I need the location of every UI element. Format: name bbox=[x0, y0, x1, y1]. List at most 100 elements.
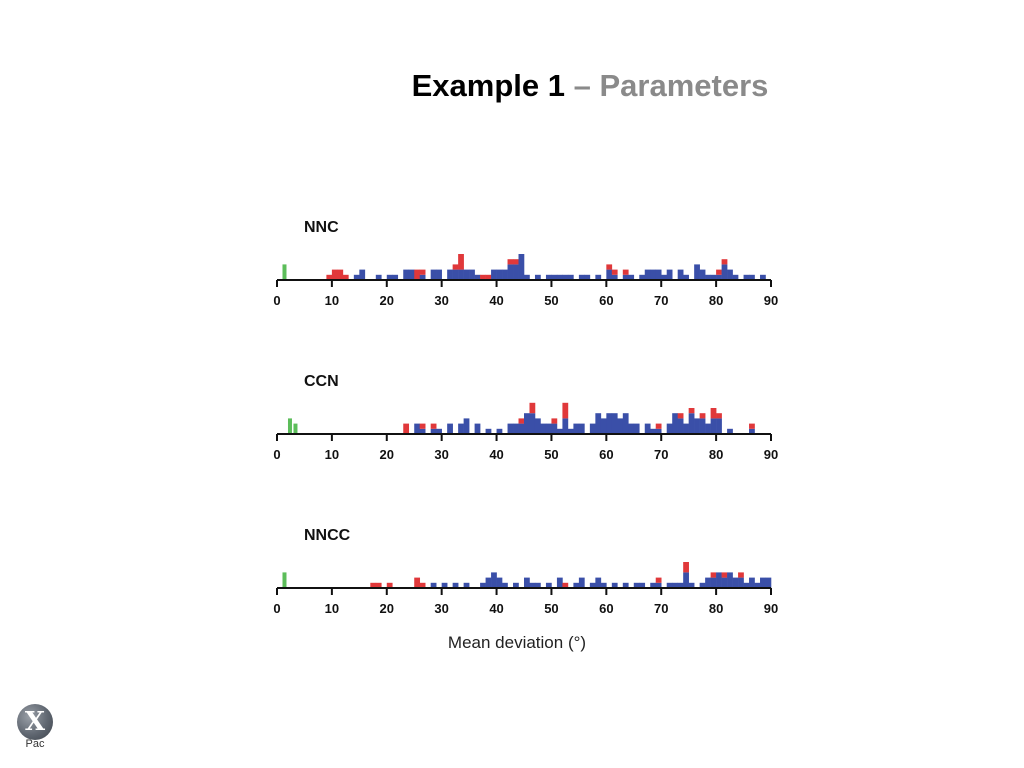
bar-red bbox=[721, 572, 728, 578]
bar-blue bbox=[705, 577, 711, 588]
x-tick-label: 90 bbox=[764, 601, 778, 616]
bar-red bbox=[419, 582, 426, 588]
bar-blue bbox=[540, 423, 547, 434]
bar-blue bbox=[683, 274, 689, 280]
bar-blue bbox=[567, 428, 574, 434]
bar-blue bbox=[491, 572, 497, 588]
bar-green bbox=[293, 423, 298, 434]
bar-blue bbox=[447, 423, 453, 434]
bar-blue bbox=[749, 274, 755, 280]
bar-red bbox=[485, 274, 492, 280]
bar-blue bbox=[749, 428, 755, 434]
bar-blue bbox=[534, 274, 541, 280]
x-tick-label: 50 bbox=[544, 293, 558, 308]
bar-blue bbox=[633, 582, 640, 588]
bar-blue bbox=[595, 577, 602, 588]
bar-blue bbox=[567, 274, 574, 280]
bar-blue bbox=[430, 428, 437, 434]
x-tick-label: 10 bbox=[325, 447, 339, 462]
bar-blue bbox=[672, 413, 678, 434]
bar-blue bbox=[600, 418, 607, 434]
bar-blue bbox=[683, 423, 689, 434]
x-tick-label: 70 bbox=[654, 293, 668, 308]
bar-red bbox=[331, 269, 338, 280]
bar-blue bbox=[655, 582, 662, 588]
x-tick-label: 40 bbox=[489, 293, 503, 308]
bar-blue bbox=[491, 269, 497, 280]
bar-red bbox=[458, 254, 464, 270]
bar-blue bbox=[655, 428, 662, 434]
bar-red bbox=[710, 408, 717, 419]
bar-blue bbox=[430, 269, 437, 280]
bar-green bbox=[287, 418, 292, 434]
bar-blue bbox=[633, 423, 640, 434]
bar-blue bbox=[458, 269, 464, 280]
bar-red bbox=[507, 259, 514, 265]
panel-title: CCN bbox=[304, 373, 339, 390]
bar-red bbox=[419, 423, 426, 429]
bar-blue bbox=[463, 582, 470, 588]
x-tick-label: 60 bbox=[599, 447, 613, 462]
bar-red bbox=[414, 269, 421, 280]
bar-red bbox=[688, 408, 695, 414]
bar-blue bbox=[518, 254, 525, 280]
bar-blue bbox=[353, 274, 360, 280]
bar-blue bbox=[611, 413, 618, 434]
bar-blue bbox=[496, 269, 503, 280]
bar-blue bbox=[578, 274, 585, 280]
bar-red bbox=[480, 274, 486, 280]
title-separator: – bbox=[573, 68, 591, 103]
bar-blue bbox=[749, 577, 755, 588]
bar-blue bbox=[386, 274, 393, 280]
bar-blue bbox=[650, 582, 657, 588]
bar-blue bbox=[688, 413, 695, 434]
bar-blue bbox=[545, 423, 552, 434]
bar-blue bbox=[545, 582, 552, 588]
title-subtitle: Parameters bbox=[599, 68, 769, 103]
bar-blue bbox=[628, 274, 635, 280]
bar-blue bbox=[688, 582, 695, 588]
bar-red bbox=[370, 582, 377, 588]
bar-red bbox=[562, 582, 569, 588]
x-tick-label: 30 bbox=[434, 293, 448, 308]
x-tick-label: 30 bbox=[434, 447, 448, 462]
bar-blue bbox=[677, 582, 684, 588]
bar-blue bbox=[683, 572, 689, 588]
bar-blue bbox=[705, 423, 711, 434]
bar-blue bbox=[359, 269, 366, 280]
x-tick-label: 90 bbox=[764, 293, 778, 308]
bar-blue bbox=[743, 274, 750, 280]
x-tick-label: 40 bbox=[489, 447, 503, 462]
bar-red bbox=[529, 402, 536, 414]
bar-red bbox=[386, 582, 393, 588]
bar-red bbox=[611, 269, 618, 275]
bar-red bbox=[606, 264, 613, 270]
bar-red bbox=[403, 423, 410, 434]
bar-blue bbox=[375, 274, 382, 280]
bar-blue bbox=[480, 582, 486, 588]
bar-red bbox=[326, 274, 333, 280]
bar-blue bbox=[622, 274, 629, 280]
bar-blue bbox=[644, 269, 651, 280]
bar-blue bbox=[485, 577, 492, 588]
bar-blue bbox=[760, 274, 766, 280]
bar-blue bbox=[699, 269, 706, 280]
bar-blue bbox=[463, 269, 470, 280]
bar-red bbox=[710, 572, 717, 578]
bar-red bbox=[430, 423, 437, 429]
bar-red bbox=[716, 413, 722, 419]
bar-blue bbox=[606, 413, 613, 434]
bar-red bbox=[342, 274, 349, 280]
bar-blue bbox=[699, 582, 706, 588]
bar-blue bbox=[507, 423, 514, 434]
bar-red bbox=[683, 562, 689, 573]
bar-blue bbox=[485, 428, 492, 434]
bar-blue bbox=[556, 274, 563, 280]
bar-blue bbox=[694, 418, 700, 434]
x-tick-label: 80 bbox=[709, 447, 723, 462]
x-tick-label: 20 bbox=[380, 293, 394, 308]
x-tick-label: 80 bbox=[709, 601, 723, 616]
bar-blue bbox=[622, 582, 629, 588]
bar-blue bbox=[716, 418, 722, 434]
